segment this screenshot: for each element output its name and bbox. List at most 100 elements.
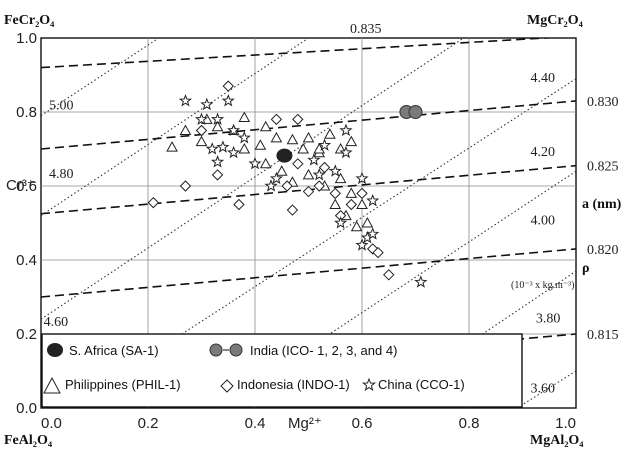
indonesia-point bbox=[195, 124, 208, 137]
legend-china-marker bbox=[361, 377, 377, 392]
y-tick-label: 0.6 bbox=[16, 178, 37, 195]
philippines-point bbox=[361, 216, 374, 228]
china-point bbox=[227, 145, 241, 159]
china-point bbox=[205, 142, 219, 155]
indonesia-point bbox=[329, 187, 341, 200]
density-value-label: 3.60 bbox=[531, 382, 556, 397]
corner-label-bottom-left: FeAl₂O₄ bbox=[4, 433, 53, 448]
china-point bbox=[178, 93, 193, 107]
china-point bbox=[355, 171, 369, 185]
lattice-isoline bbox=[41, 38, 559, 69]
density-value-label: 5.00 bbox=[49, 99, 74, 114]
legend-philippines-marker bbox=[43, 376, 61, 394]
indonesia-point bbox=[281, 180, 293, 192]
philippines-point bbox=[254, 139, 267, 150]
indonesia-point bbox=[179, 180, 192, 192]
density-value-label: 4.80 bbox=[49, 167, 74, 182]
indonesia-point bbox=[270, 113, 283, 126]
y-tick-label: 1.0 bbox=[16, 30, 37, 47]
china-point bbox=[414, 275, 428, 288]
philippines-point bbox=[195, 135, 208, 147]
axis-ticks: 0.0 0.2 0.4 0.6 0.8 1.0 0.0 0.2 0.4 0.6 0.8 1.0 bbox=[16, 30, 576, 432]
philippines-point bbox=[259, 157, 272, 169]
south-africa-point bbox=[276, 148, 293, 163]
corner-label-top-left: FeCr₂O₄ bbox=[4, 13, 55, 28]
x-tick-label: 0.8 bbox=[459, 415, 480, 432]
corner-label-bottom-right: MgAl₂O₄ bbox=[530, 433, 584, 448]
china-point bbox=[328, 164, 342, 177]
density-value-label: 4.00 bbox=[531, 213, 556, 228]
indonesia-point bbox=[211, 169, 224, 181]
indonesia-point bbox=[383, 269, 395, 281]
china-point bbox=[355, 238, 369, 251]
lattice-isoline bbox=[41, 100, 576, 150]
indonesia-point bbox=[313, 180, 325, 192]
philippines-point bbox=[324, 128, 336, 139]
philippines-point bbox=[302, 131, 315, 143]
china-point bbox=[248, 156, 262, 170]
philippines-point bbox=[297, 142, 309, 154]
china-point bbox=[210, 112, 225, 125]
china-point bbox=[264, 179, 278, 192]
legend-china-label: China (CCO-1) bbox=[378, 377, 465, 392]
china-point bbox=[210, 154, 225, 168]
philippines-point bbox=[166, 141, 178, 152]
legend: S. Africa (SA-1) India (ICO- 1, 2, 3, and… bbox=[41, 333, 523, 408]
legend-box bbox=[41, 333, 523, 408]
density-value-label: 3.80 bbox=[536, 311, 561, 326]
y-axis-label: Cr³⁺ bbox=[6, 177, 35, 194]
china-point bbox=[366, 193, 380, 207]
x-tick-label: 1.0 bbox=[555, 415, 576, 432]
philippines-point bbox=[275, 165, 288, 176]
density-value-label: 4.40 bbox=[531, 71, 556, 86]
philippines-point bbox=[356, 198, 368, 209]
indonesia-point bbox=[222, 80, 234, 92]
legend-india-label: India (ICO- 1, 2, 3, and 4) bbox=[250, 343, 397, 358]
lattice-value-label: 0.835 bbox=[350, 22, 382, 37]
legend-south-africa-marker bbox=[47, 343, 63, 357]
data-points bbox=[147, 80, 428, 288]
x-axis-label: Mg²⁺ bbox=[288, 415, 322, 432]
indonesia-point bbox=[233, 198, 245, 211]
indonesia-point bbox=[302, 185, 315, 198]
x-tick-label: 0.4 bbox=[245, 415, 266, 432]
indonesia-point bbox=[292, 158, 304, 170]
china-point bbox=[216, 140, 230, 153]
china-point bbox=[339, 123, 353, 137]
x-tick-label: 0.0 bbox=[41, 415, 62, 432]
philippines-point bbox=[270, 131, 283, 143]
density-value-label: 4.20 bbox=[531, 145, 556, 160]
philippines-point bbox=[350, 220, 363, 232]
lattice-value-label: 0.825 bbox=[587, 160, 619, 175]
india-point bbox=[408, 105, 423, 119]
china-point bbox=[200, 97, 214, 111]
lattice-parameter-label: a (nm) bbox=[582, 197, 622, 212]
indonesia-point bbox=[147, 196, 160, 209]
corner-label-top-right: MgCr₂O₄ bbox=[527, 13, 584, 28]
density-value-label: 4.60 bbox=[44, 315, 69, 330]
china-point bbox=[227, 123, 241, 137]
y-tick-label: 0.8 bbox=[16, 104, 37, 121]
china-point bbox=[317, 138, 332, 151]
legend-indonesia-marker bbox=[220, 379, 234, 393]
philippines-point bbox=[345, 135, 358, 147]
philippines-point bbox=[238, 142, 251, 154]
china-point bbox=[366, 227, 380, 240]
density-isoline bbox=[41, 38, 464, 320]
indonesia-point bbox=[292, 113, 304, 126]
indonesia-point bbox=[345, 198, 358, 211]
china-point bbox=[339, 145, 353, 159]
legend-india-marker-left bbox=[209, 343, 223, 357]
legend-philippines-label: Philippines (PHIL-1) bbox=[65, 377, 181, 392]
x-tick-label: 0.2 bbox=[138, 415, 159, 432]
philippines-point bbox=[302, 168, 315, 180]
philippines-point bbox=[286, 133, 299, 145]
legend-south-africa-label: S. Africa (SA-1) bbox=[69, 343, 159, 358]
y-tick-label: 0.0 bbox=[16, 400, 37, 417]
philippines-point bbox=[329, 198, 342, 209]
density-isoline bbox=[41, 38, 309, 217]
philippines-point bbox=[334, 172, 347, 184]
philippines-point bbox=[238, 111, 251, 123]
density-label: ρ bbox=[582, 261, 590, 276]
